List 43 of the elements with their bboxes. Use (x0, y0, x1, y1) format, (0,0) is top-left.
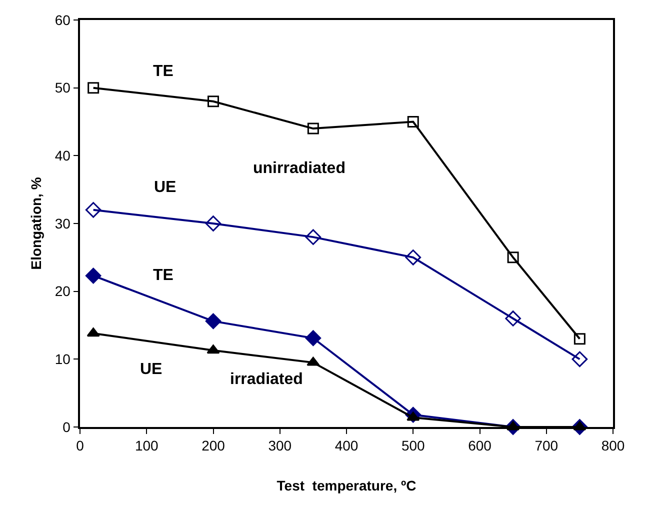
y-tick-label: 0 (62, 418, 71, 435)
y-tick-label: 40 (54, 148, 71, 164)
point (208, 96, 219, 108)
x-tick-label: 300 (268, 438, 292, 454)
x-tick-label: 700 (534, 438, 558, 454)
y-tick-label: 60 (54, 12, 71, 28)
x-axis-title: Test temperature, ºC (276, 477, 416, 494)
point (306, 356, 320, 366)
annotation: irradiated (230, 371, 303, 388)
point (406, 412, 420, 421)
series-label: TE (153, 63, 174, 80)
point (305, 330, 322, 346)
series-label: UE (140, 361, 163, 378)
y-tick-label: 30 (54, 215, 71, 232)
x-tick-label: 500 (401, 438, 426, 454)
point (574, 333, 586, 345)
x-tick-label: 600 (468, 438, 492, 454)
point (407, 116, 419, 128)
x-tick-label: 800 (601, 438, 625, 454)
point (85, 202, 102, 218)
y-tick-label: 10 (54, 351, 71, 368)
point (307, 122, 319, 134)
y-axis-title: Elongation, % (28, 176, 44, 270)
y-tick-label: 20 (54, 283, 71, 300)
point (572, 351, 588, 368)
y-tick-label: 50 (54, 80, 71, 96)
x-tick-label: 0 (76, 438, 84, 454)
point (85, 268, 102, 284)
point (505, 310, 521, 326)
point (305, 229, 322, 245)
point (86, 328, 100, 337)
x-tick-label: 200 (202, 438, 226, 454)
point (88, 82, 100, 94)
point (405, 250, 422, 266)
point (205, 313, 222, 330)
annotation: unirradiated (253, 160, 346, 177)
point (206, 344, 220, 354)
x-tick-label: 400 (334, 438, 358, 454)
series-label: TE (153, 267, 174, 284)
series-label: UE (154, 179, 177, 196)
x-tick-label: 100 (134, 438, 159, 454)
point (507, 252, 519, 264)
point (205, 216, 222, 232)
